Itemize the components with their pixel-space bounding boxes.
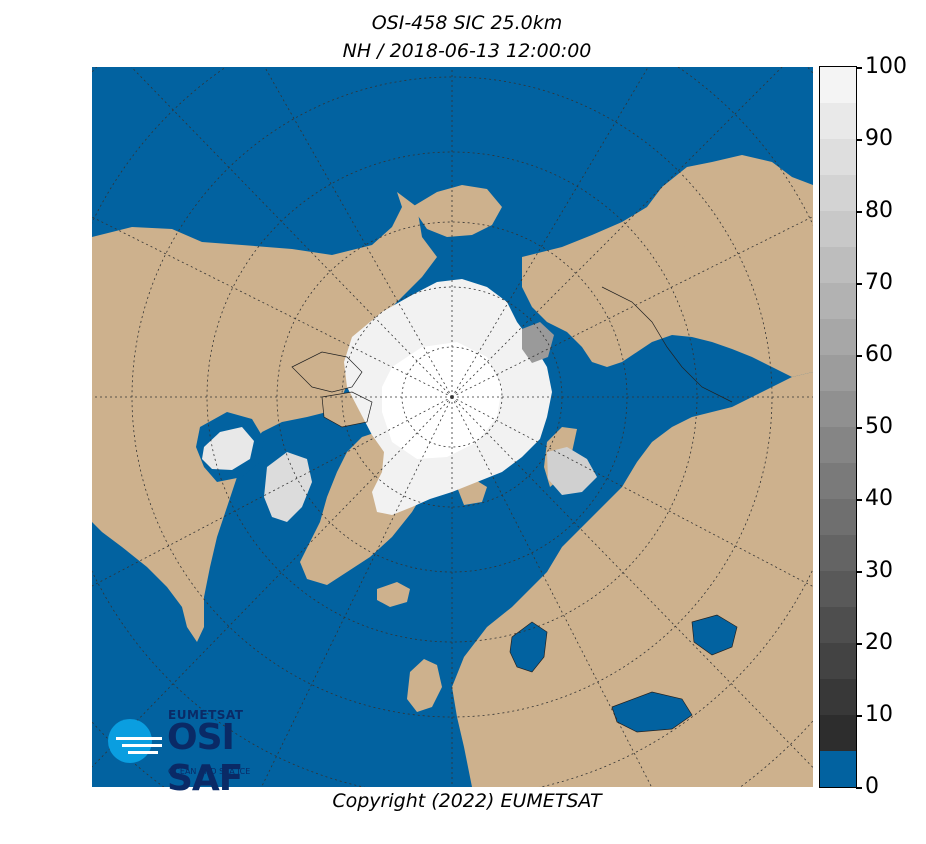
osi-saf-logo-icon [108,719,162,763]
polar-map-svg [92,67,813,787]
colorbar-tick-label: 70 [865,270,893,295]
logo-subtitle: OCEAN AND SEA ICE [168,767,251,776]
colorbar-tick-label: 30 [865,558,893,583]
logo-name: OSI SAF [167,717,243,799]
coastlines [291,286,738,733]
black-sea [612,692,692,732]
colorbar-segment [820,643,856,679]
colorbar-segment [820,319,856,355]
colorbar-segment [820,355,856,391]
colorbar-tick [856,787,862,789]
british-isles-land [407,659,442,712]
colorbar-tick [856,715,862,717]
arctic-archipelago-land [262,352,372,427]
colorbar-tick [856,67,862,69]
colorbar-tick [856,355,862,357]
colorbar-segment [820,499,856,535]
iceland-land [377,582,410,607]
map-title: OSI-458 SIC 25.0km [371,12,563,34]
colorbar-segment [820,679,856,715]
siberia-land [522,155,813,377]
colorbar-tick-label: 60 [865,342,893,367]
colorbar-segment [820,427,856,463]
graticule [92,67,813,787]
baltic-sea [510,622,547,672]
colorbar-tick [856,283,862,285]
sea-ice-edge [522,322,554,363]
colorbar-segment [820,607,856,643]
colorbar-segment [820,247,856,283]
colorbar-segment [820,391,856,427]
colorbar-segment [820,175,856,211]
copyright-text: Copyright (2022) EUMETSAT [332,790,602,812]
colorbar-tick [856,211,862,213]
caspian-sea [692,615,737,655]
sea-ice-baffin [264,452,312,522]
sea-ice-inner [382,342,502,459]
map-subtitle: NH / 2018-06-13 12:00:00 [342,40,592,62]
colorbar-segment [820,463,856,499]
colorbar-segment [820,67,856,103]
colorbar-tick-label: 50 [865,414,893,439]
sea-ice-east [547,447,597,495]
colorbar-tick-label: 0 [865,774,879,799]
colorbar-segment [820,751,856,787]
colorbar-tick-label: 90 [865,126,893,151]
osi-saf-logo: EUMETSAT OSI SAF OCEAN AND SEA ICE [104,707,314,799]
kamchatka-land [652,215,692,262]
sea-ice-map [92,67,813,787]
colorbar-segment [820,139,856,175]
colorbar-segment [820,715,856,751]
logo-org: EUMETSAT [168,708,244,722]
north-america-land [92,192,437,642]
colorbar-segment [820,535,856,571]
colorbar-segment [820,571,856,607]
colorbar-tick-label: 100 [865,54,907,79]
colorbar-tick [856,571,862,573]
colorbar-tick [856,643,862,645]
colorbar-tick-label: 10 [865,702,893,727]
colorbar-tick-label: 80 [865,198,893,223]
colorbar-tick [856,139,862,141]
eurasia-land [452,372,813,787]
colorbar-tick-label: 20 [865,630,893,655]
colorbar [819,66,857,788]
colorbar-tick-label: 40 [865,486,893,511]
colorbar-segment [820,103,856,139]
colorbar-segment [820,211,856,247]
colorbar-segment [820,283,856,319]
colorbar-tick [856,427,862,429]
colorbar-tick [856,499,862,501]
